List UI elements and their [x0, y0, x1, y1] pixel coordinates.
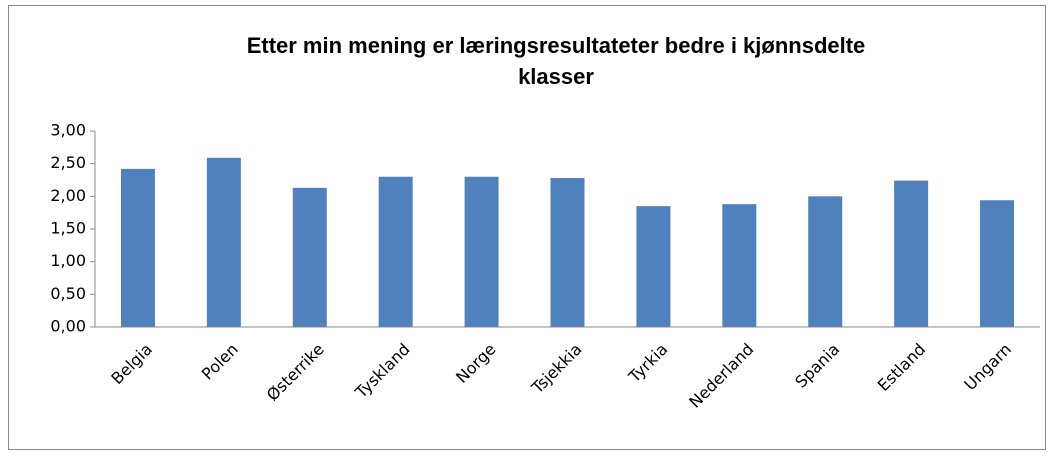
bar — [808, 196, 843, 327]
bar — [292, 187, 327, 327]
x-tick-label: Estland — [874, 340, 929, 395]
bar — [636, 206, 671, 327]
y-tick-label: 1,00 — [50, 251, 86, 270]
bar — [206, 157, 241, 327]
y-tick-label: 1,50 — [50, 219, 86, 238]
x-tick-label: Nederland — [685, 340, 757, 412]
x-tick-label: Tsjekkia — [527, 340, 585, 398]
bar — [378, 176, 413, 327]
x-tick-label: Norge — [452, 340, 499, 387]
bar — [722, 204, 757, 327]
y-tick-label: 0,50 — [50, 284, 86, 303]
x-tick-label: Ungarn — [960, 340, 1015, 395]
bar — [550, 178, 585, 327]
y-tick-label: 2,00 — [50, 186, 86, 205]
y-tick-label: 3,00 — [50, 121, 86, 140]
chart-title: Etter min mening er læringsresultateter … — [246, 33, 866, 89]
x-tick-label: Tyskland — [351, 340, 414, 403]
x-tick-label: Belgia — [107, 340, 156, 389]
y-tick-label: 2,50 — [50, 153, 86, 172]
bar — [980, 200, 1015, 327]
x-tick-label: Spania — [791, 340, 843, 392]
x-tick-label: Østerrike — [263, 340, 328, 405]
bar — [120, 168, 155, 327]
chart-frame — [8, 5, 1046, 450]
x-tick-label: Polen — [198, 340, 242, 384]
y-tick-label: 0,00 — [50, 317, 86, 336]
bar — [894, 180, 929, 327]
bar — [464, 176, 499, 327]
x-tick-label: Tyrkia — [624, 340, 671, 387]
